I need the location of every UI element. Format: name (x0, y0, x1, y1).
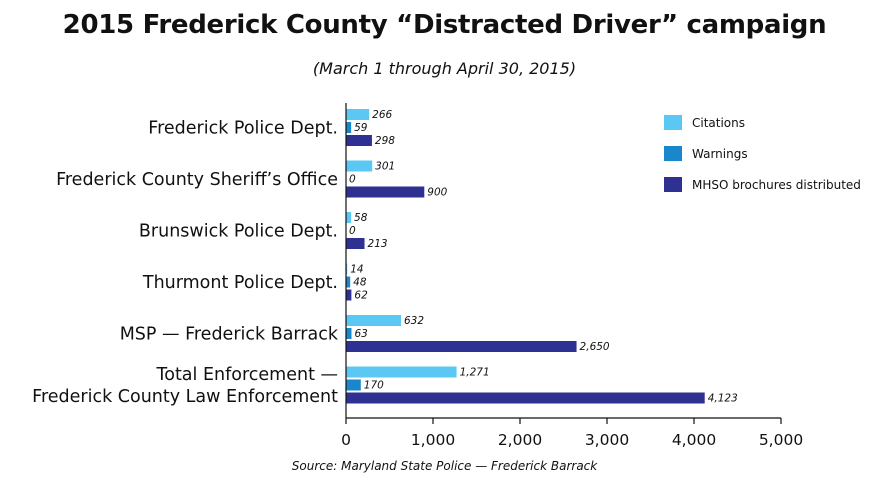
data-label-mhso-brochures-distributed-2: 900 (427, 187, 447, 199)
legend-label-warnings: Warnings (692, 147, 748, 161)
data-label-warnings-5: 63 (354, 328, 367, 340)
bar-mhso-brochures-distributed-4 (346, 289, 352, 301)
x-tick-label-6: 5,000 (759, 431, 803, 449)
bar-citations-4 (346, 263, 348, 275)
data-label-citations-5: 632 (404, 315, 424, 327)
bar-citations-3 (346, 212, 352, 223)
data-label-warnings-3: 0 (349, 225, 356, 237)
data-label-warnings-4: 48 (353, 277, 367, 289)
bar-citations-6 (346, 366, 457, 378)
category-label-6-line-1: Total Enforcement — (156, 365, 338, 385)
data-label-mhso-brochures-distributed-3: 213 (368, 238, 388, 250)
data-label-citations-4: 14 (350, 264, 363, 276)
data-label-warnings-2: 0 (349, 174, 356, 186)
bar-citations-2 (346, 160, 373, 172)
x-tick-label-2: 1,000 (411, 431, 455, 449)
data-label-warnings-6: 170 (364, 380, 384, 392)
x-tick-label-4: 3,000 (585, 431, 629, 449)
category-label-3: Brunswick Police Dept. (139, 222, 338, 242)
x-tick-label-3: 2,000 (498, 431, 542, 449)
bar-mhso-brochures-distributed-6 (346, 392, 705, 404)
bar-citations-1 (346, 109, 370, 120)
bar-mhso-brochures-distributed-2 (346, 186, 425, 198)
legend-swatch-mhso-brochures-distributed (664, 177, 682, 192)
data-label-warnings-1: 59 (354, 122, 368, 134)
category-label-6-line-2: Frederick County Law Enforcement (32, 387, 338, 407)
chart-subtitle: (March 1 through April 30, 2015) (312, 59, 577, 78)
legend-label-mhso-brochures-distributed: MHSO brochures distributed (692, 178, 861, 192)
bar-mhso-brochures-distributed-5 (346, 341, 577, 352)
x-tick-label-5: 4,000 (672, 431, 716, 449)
bar-warnings-5 (346, 328, 352, 339)
legend-swatch-warnings (664, 146, 682, 161)
category-label-4: Thurmont Police Dept. (142, 273, 338, 293)
data-label-citations-3: 58 (354, 212, 368, 224)
data-label-citations-2: 301 (375, 161, 395, 173)
bar-warnings-1 (346, 122, 352, 133)
data-label-mhso-brochures-distributed-5: 2,650 (580, 341, 610, 353)
bar-citations-5 (346, 315, 401, 326)
legend-swatch-citations (664, 115, 682, 130)
bar-warnings-4 (346, 276, 351, 288)
data-label-citations-6: 1,271 (460, 367, 490, 379)
data-label-citations-1: 266 (372, 109, 392, 121)
bar-warnings-6 (346, 379, 361, 391)
chart-title: 2015 Frederick County “Distracted Driver… (62, 10, 827, 40)
data-label-mhso-brochures-distributed-1: 298 (375, 135, 395, 147)
source-note: Source: Maryland State Police — Frederic… (291, 459, 598, 473)
x-tick-label-1: 0 (341, 431, 351, 449)
bar-mhso-brochures-distributed-3 (346, 238, 365, 249)
data-label-mhso-brochures-distributed-4: 62 (354, 290, 368, 302)
data-label-mhso-brochures-distributed-6: 4,123 (708, 393, 738, 405)
legend-label-citations: Citations (692, 116, 745, 130)
category-label-2: Frederick County Sheriff’s Office (56, 170, 338, 190)
bar-mhso-brochures-distributed-1 (346, 135, 372, 146)
category-label-1: Frederick Police Dept. (148, 119, 338, 139)
category-label-5: MSP — Frederick Barrack (120, 325, 339, 345)
